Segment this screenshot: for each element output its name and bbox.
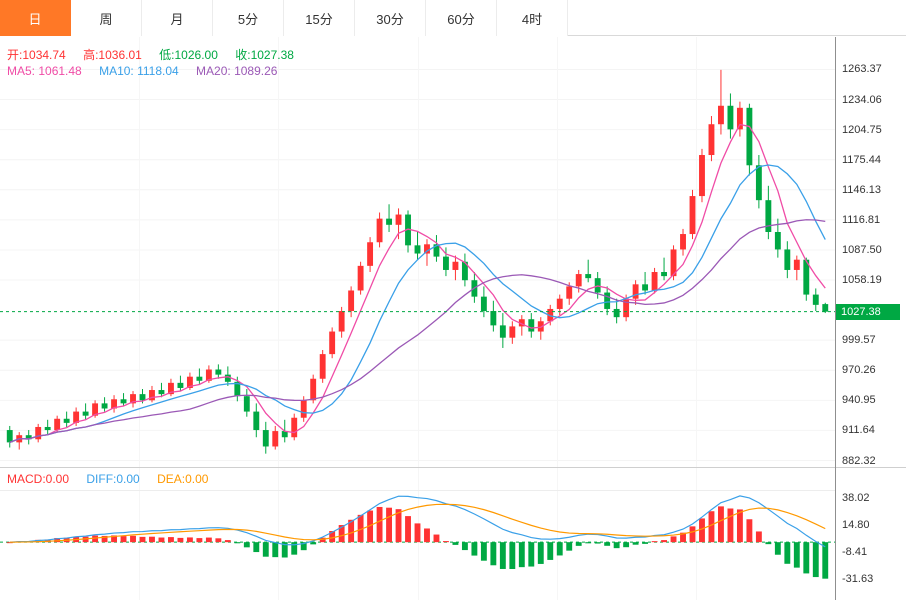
tab-4时[interactable]: 4时 <box>497 0 568 36</box>
ohlc-info-line: 开:1034.74 高:1036.01 低:1026.00 收:1027.38 <box>7 46 308 63</box>
period-tabbar: 日周月 5分 15分 30分 60分 4时 <box>0 0 906 36</box>
price-tick-label: 940.95 <box>842 394 876 407</box>
price-tick-label: 1087.50 <box>842 243 882 256</box>
macd-chart[interactable] <box>0 467 835 600</box>
axis-separator <box>835 37 836 600</box>
macd-tick-label: -31.63 <box>842 572 874 585</box>
low-quote: 低:1026.00 <box>159 48 218 62</box>
tab-60分[interactable]: 60分 <box>426 0 497 36</box>
price-tick-label: 999.57 <box>842 334 876 347</box>
ma-info-line: MA5: 1061.48 MA10: 1118.04 MA20: 1089.26 <box>7 64 291 78</box>
price-axis: 1263.37 1234.06 1204.75 1175.44 1146.13 1116.… <box>836 37 906 600</box>
price-tick-label: 1116.81 <box>842 213 881 226</box>
close-quote: 收:1027.38 <box>235 48 294 62</box>
price-tick-label: 1058.19 <box>842 274 882 287</box>
macd-label-separator <box>0 490 835 491</box>
open-quote: 开:1034.74 <box>7 48 66 62</box>
dea-value: DEA:0.00 <box>157 472 209 486</box>
macd-tick-label: -8.41 <box>842 545 868 558</box>
price-tick-label: 1263.37 <box>842 63 882 76</box>
tab-月[interactable]: 月 <box>142 0 213 36</box>
price-tick-label: 882.32 <box>842 454 876 467</box>
price-tick-label: 1175.44 <box>842 153 881 166</box>
ma20-value: MA20: 1089.26 <box>196 64 278 78</box>
macd-info-line: MACD:0.00 DIFF:0.00 DEA:0.00 <box>7 472 222 486</box>
current-price-badge: 1027.38 <box>836 303 900 320</box>
tab-日[interactable]: 日 <box>0 0 71 36</box>
macd-tick-label: 38.02 <box>842 492 870 505</box>
macd-value: MACD:0.00 <box>7 472 70 486</box>
ma10-value: MA10: 1118.04 <box>99 64 179 78</box>
diff-value: DIFF:0.00 <box>86 472 140 486</box>
tab-周[interactable]: 周 <box>71 0 142 36</box>
price-tick-label: 911.64 <box>842 424 875 437</box>
macd-tick-label: 14.80 <box>842 519 870 532</box>
candlestick-chart[interactable] <box>0 37 835 467</box>
price-tick-label: 1204.75 <box>842 123 882 136</box>
tab-15分[interactable]: 15分 <box>284 0 355 36</box>
chart-area: 开:1034.74 高:1036.01 低:1026.00 收:1027.38 … <box>0 37 906 600</box>
tab-30分[interactable]: 30分 <box>355 0 426 36</box>
price-tick-label: 1146.13 <box>842 183 881 196</box>
tab-5分[interactable]: 5分 <box>213 0 284 36</box>
price-tick-label: 1234.06 <box>842 93 882 106</box>
high-quote: 高:1036.01 <box>83 48 142 62</box>
panel-separator <box>0 467 906 468</box>
price-tick-label: 970.26 <box>842 364 876 377</box>
ma5-value: MA5: 1061.48 <box>7 64 82 78</box>
